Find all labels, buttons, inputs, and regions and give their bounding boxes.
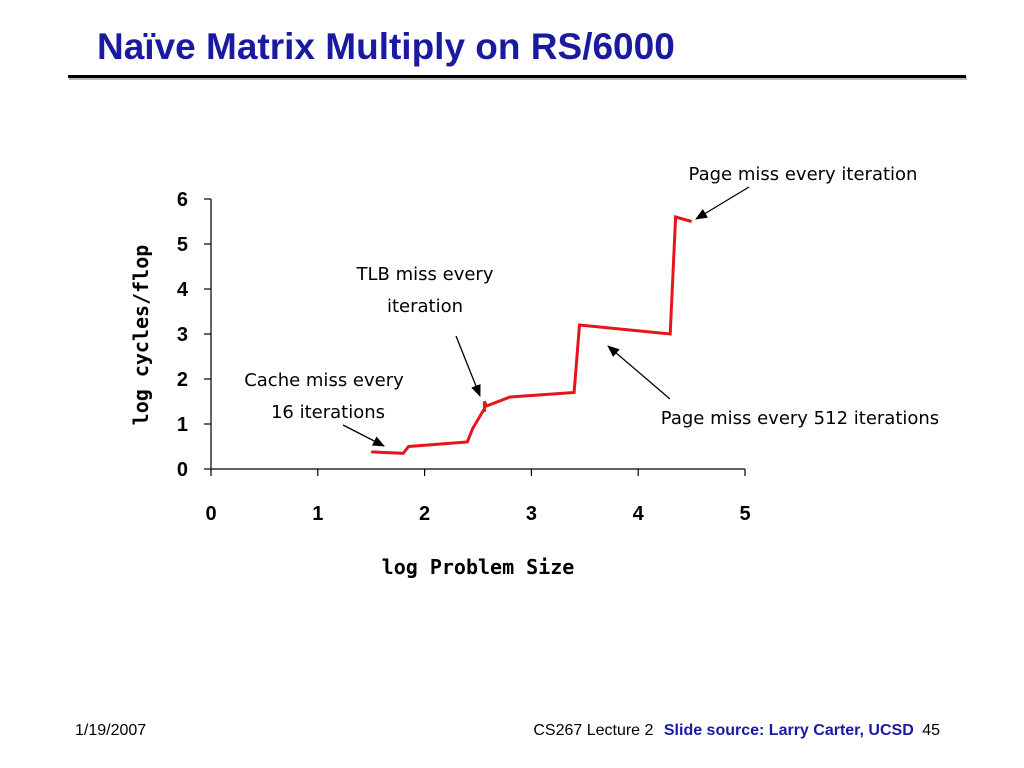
footer-course: CS267 Lecture 2 bbox=[533, 722, 654, 739]
annotation-tlb-miss-line-2: iteration bbox=[387, 296, 463, 317]
annotation-cache-miss-line-1: Cache miss every bbox=[244, 370, 404, 391]
annotation-page-miss-every-iteration: Page miss every iteration bbox=[689, 164, 918, 185]
y-tick-label: 1 bbox=[177, 414, 188, 436]
x-tick-label: 4 bbox=[633, 503, 645, 525]
y-tick-label: 6 bbox=[177, 189, 188, 211]
chart-axes: 0 1 2 3 4 5 0 1 2 3 4 5 6 bbox=[177, 189, 751, 525]
slide-title: Naïve Matrix Multiply on RS/6000 bbox=[97, 26, 675, 67]
footer-source: Slide source: Larry Carter, UCSD bbox=[663, 722, 914, 739]
y-axis-label: log cycles/flop bbox=[129, 245, 153, 426]
footer-page-number: 45 bbox=[922, 722, 940, 739]
y-tick-label: 5 bbox=[177, 234, 188, 256]
x-tick-label: 2 bbox=[419, 503, 430, 525]
annotation-arrow-page-miss-every-512 bbox=[607, 345, 671, 400]
chart-series bbox=[371, 215, 693, 455]
y-tick-label: 3 bbox=[177, 324, 188, 346]
annotation-tlb-miss-line-1: TLB miss every bbox=[356, 264, 494, 285]
title-underline bbox=[68, 75, 966, 78]
x-tick-label: 0 bbox=[205, 503, 216, 525]
y-tick-label: 2 bbox=[177, 369, 188, 391]
annotation-arrow-tlb-miss bbox=[455, 335, 481, 397]
x-tick-label: 5 bbox=[739, 503, 750, 525]
annotation-arrow-page-miss-every-iteration bbox=[695, 186, 750, 220]
annotation-page-miss-every-512: Page miss every 512 iterations bbox=[661, 408, 939, 429]
annotation-arrow-cache-miss bbox=[342, 424, 385, 447]
footer-date: 1/19/2007 bbox=[75, 722, 147, 739]
x-tick-label: 1 bbox=[312, 503, 323, 525]
y-tick-label: 0 bbox=[177, 459, 188, 481]
annotation-cache-miss-line-2: 16 iterations bbox=[271, 402, 385, 423]
footer-credits: CS267 Lecture 2 Slide source: Larry Cart… bbox=[533, 722, 940, 740]
x-tick-label: 3 bbox=[526, 503, 537, 525]
y-tick-label: 4 bbox=[177, 279, 189, 301]
series-line bbox=[371, 215, 693, 455]
x-axis-label: log Problem Size bbox=[382, 555, 575, 579]
